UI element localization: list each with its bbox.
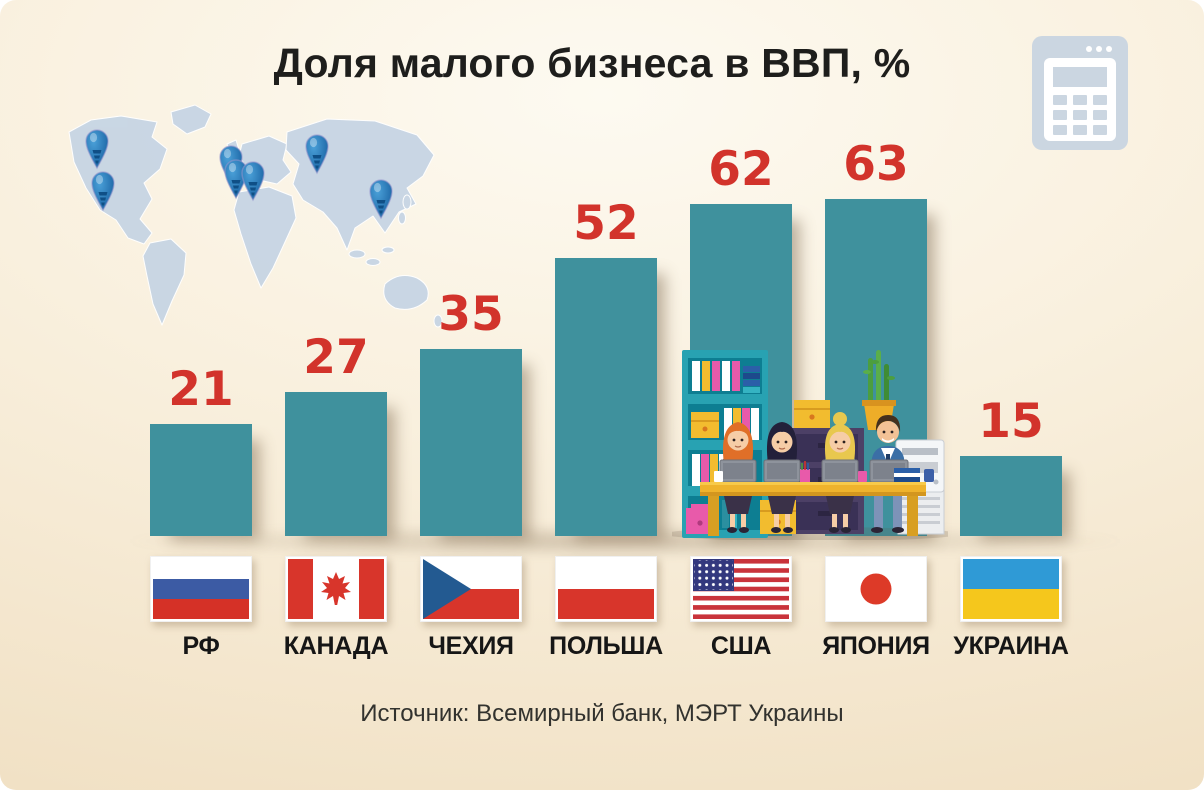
bar-value-label: 52 bbox=[573, 196, 639, 251]
country-label: ПОЛЬША bbox=[549, 632, 663, 660]
flag-ua-icon bbox=[960, 556, 1062, 622]
country-label: РФ bbox=[182, 632, 220, 660]
bar-value-label: 63 bbox=[843, 137, 909, 192]
bar bbox=[555, 258, 657, 536]
flag-cz-icon bbox=[420, 556, 522, 622]
country-label: ЯПОНИЯ bbox=[822, 632, 930, 660]
office-teamwork-illustration bbox=[664, 342, 960, 545]
country-label: КАНАДА bbox=[283, 632, 389, 660]
bar bbox=[285, 392, 387, 536]
bar-value-label: 15 bbox=[978, 394, 1044, 449]
country-label: УКРАИНА bbox=[953, 632, 1069, 660]
source-note: Источник: Всемирный банк, МЭРТ Украины bbox=[360, 700, 844, 727]
flag-jp-icon bbox=[825, 556, 927, 622]
world-map-illustration bbox=[55, 92, 460, 352]
bar-value-label: 62 bbox=[708, 142, 774, 197]
country-label: ЧЕХИЯ bbox=[428, 632, 514, 660]
flag-ca-icon bbox=[285, 556, 387, 622]
bar-value-label: 27 bbox=[303, 330, 369, 385]
bar bbox=[420, 349, 522, 536]
calculator-icon bbox=[1032, 36, 1128, 155]
bar-value-label: 21 bbox=[168, 362, 234, 417]
flag-us-icon bbox=[690, 556, 792, 622]
bar bbox=[960, 456, 1062, 536]
bar-value-label: 35 bbox=[438, 287, 504, 342]
page-title: Доля малого бизнеса в ВВП, % bbox=[273, 40, 911, 86]
flag-ru-icon bbox=[150, 556, 252, 622]
country-label: США bbox=[710, 632, 772, 660]
flag-pl-icon bbox=[555, 556, 657, 622]
bar bbox=[150, 424, 252, 536]
